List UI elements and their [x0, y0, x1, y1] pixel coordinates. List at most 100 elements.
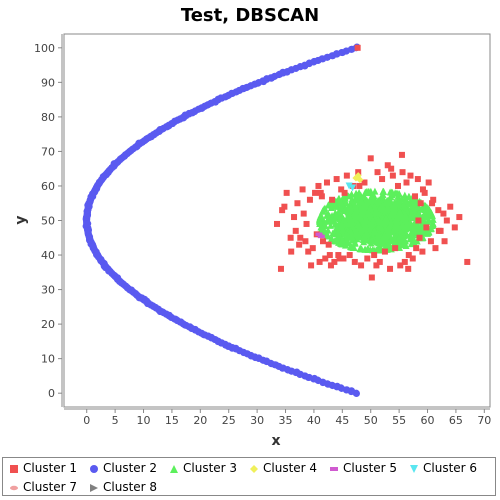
data-point	[354, 44, 361, 51]
data-point	[297, 234, 304, 241]
data-point	[317, 234, 325, 239]
data-point	[356, 182, 363, 189]
data-point	[305, 248, 312, 255]
data-point	[440, 210, 447, 217]
data-point	[358, 197, 366, 205]
legend-label: Cluster 3	[183, 461, 238, 475]
data-point	[292, 227, 299, 234]
legend-marker-icon	[250, 465, 258, 473]
data-point	[419, 248, 426, 255]
legend-marker-icon	[90, 465, 98, 473]
data-point	[379, 187, 387, 195]
legend-marker-icon	[330, 467, 338, 471]
data-point	[384, 224, 392, 232]
data-point	[345, 233, 353, 241]
x-tick-label: 55	[392, 414, 406, 427]
data-point	[382, 206, 390, 214]
data-point	[340, 207, 348, 215]
data-point	[302, 238, 309, 245]
series-cluster-5	[315, 232, 325, 239]
x-tick-label: 60	[421, 414, 435, 427]
data-point	[432, 245, 439, 252]
data-point	[402, 206, 410, 214]
data-point	[395, 190, 403, 198]
data-point	[277, 265, 284, 272]
data-point	[299, 186, 306, 193]
data-point	[441, 238, 448, 245]
data-point	[351, 258, 358, 265]
data-point	[435, 227, 442, 234]
data-point	[381, 242, 389, 250]
data-point	[423, 224, 430, 231]
x-tick-label: 20	[193, 414, 207, 427]
y-tick-label: 0	[48, 387, 55, 400]
data-point	[320, 205, 328, 213]
data-point	[342, 220, 350, 228]
data-point	[308, 262, 315, 269]
legend-label: Cluster 7	[23, 480, 78, 494]
data-point	[349, 184, 357, 192]
data-point	[341, 194, 349, 202]
data-point	[392, 245, 399, 252]
chart-title: Test, DBSCAN	[181, 5, 319, 26]
data-point	[387, 211, 395, 219]
data-point	[382, 198, 390, 206]
data-point	[371, 252, 378, 259]
data-point	[340, 240, 348, 248]
data-point	[401, 191, 409, 199]
data-point	[384, 162, 391, 169]
data-point	[408, 221, 416, 229]
data-point	[291, 214, 298, 221]
x-tick-label: 35	[279, 414, 293, 427]
data-point	[381, 248, 388, 255]
data-point	[360, 236, 368, 244]
data-point	[374, 169, 381, 176]
data-point	[412, 193, 419, 200]
data-point	[405, 252, 412, 259]
data-point	[401, 258, 408, 265]
data-point	[332, 237, 340, 245]
x-axis-title: x	[271, 433, 280, 449]
data-point	[401, 195, 409, 203]
y-axis: 0 10 20 30 40 50 60 70 80 90 100	[34, 34, 63, 407]
data-point	[357, 210, 365, 218]
data-point	[350, 243, 358, 251]
data-point	[334, 228, 342, 236]
data-point	[419, 226, 427, 234]
legend-label: Cluster 6	[423, 461, 478, 475]
data-point	[428, 212, 436, 220]
data-point	[395, 200, 403, 208]
data-point	[415, 209, 423, 217]
data-point	[296, 241, 303, 248]
data-point	[316, 258, 323, 265]
series-cluster-6	[345, 182, 357, 192]
data-point	[345, 182, 353, 190]
plot-area	[63, 33, 491, 408]
data-point	[371, 226, 379, 234]
data-point	[357, 191, 365, 199]
data-point	[373, 236, 381, 244]
data-point	[409, 255, 416, 262]
data-point	[362, 188, 370, 196]
data-point	[336, 255, 343, 262]
data-point	[341, 189, 348, 196]
x-tick-label: 10	[137, 414, 151, 427]
legend-label: Cluster 2	[103, 461, 158, 475]
data-point	[408, 209, 416, 217]
data-point	[456, 214, 463, 221]
data-point	[416, 234, 423, 241]
data-point	[335, 252, 342, 259]
y-tick-label: 10	[41, 353, 55, 366]
data-point	[337, 199, 345, 207]
data-point	[447, 203, 454, 210]
data-point	[312, 189, 319, 196]
legend-label: Cluster 5	[343, 461, 398, 475]
data-point	[419, 186, 426, 193]
data-point	[397, 262, 404, 269]
data-point	[376, 258, 383, 265]
data-point	[400, 241, 408, 249]
data-point	[379, 176, 386, 183]
data-point	[352, 196, 360, 204]
data-point	[451, 224, 458, 231]
